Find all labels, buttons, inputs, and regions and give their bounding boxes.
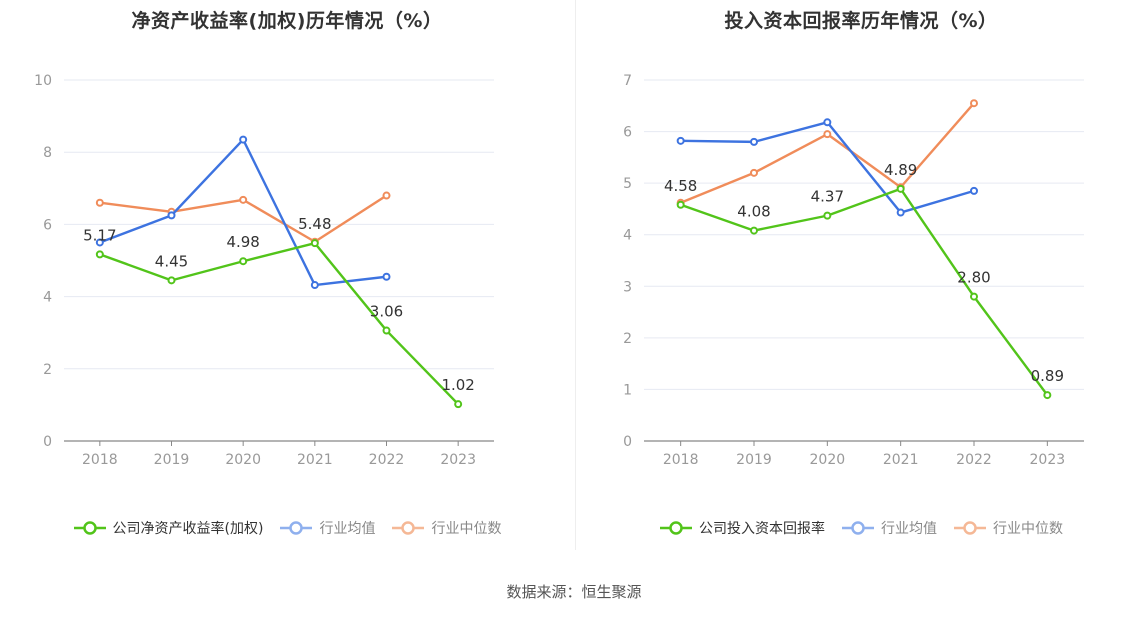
x-tick-label: 2018 <box>663 452 699 468</box>
x-tick-label: 2019 <box>154 452 190 468</box>
data-point <box>970 292 978 301</box>
data-point <box>95 238 104 247</box>
data-point <box>95 198 104 207</box>
data-label: 0.89 <box>1031 367 1064 385</box>
data-label: 4.98 <box>226 233 259 251</box>
data-point <box>750 168 758 177</box>
data-point <box>970 99 978 108</box>
data-source-label: 数据来源：恒生聚源 <box>506 583 642 601</box>
y-tick-label: 10 <box>34 73 52 89</box>
legend-marker-icon <box>660 521 692 535</box>
data-point <box>310 281 319 290</box>
data-label: 5.48 <box>298 215 331 233</box>
data-point <box>823 118 832 127</box>
y-tick-label: 2 <box>623 331 632 347</box>
data-point <box>896 208 905 217</box>
data-point <box>896 184 905 193</box>
panel-divider <box>575 0 576 550</box>
data-label: 1.02 <box>441 376 474 394</box>
legend-item-industry-mean[interactable]: 行业均值 <box>841 518 937 538</box>
x-tick-label: 2020 <box>225 452 261 468</box>
roe-chart-panel: 净资产收益率(加权)历年情况（%） 0 2 4 6 8 10 2018 2019 2020 202… <box>0 0 574 560</box>
legend-marker-icon <box>280 521 313 535</box>
roic-chart-plot: 0 1 2 3 4 5 6 7 2018 2019 2020 2021 2022 2023 4.58 4.08… <box>623 73 1084 468</box>
x-tick-label: 2020 <box>810 452 846 468</box>
roe-chart-plot: 0 2 4 6 8 10 2018 2019 2020 2021 2022 2023 5.17 4.45 4… <box>34 73 494 468</box>
x-tick-label: 2019 <box>736 452 772 468</box>
legend-item-industry-mean[interactable]: 行业均值 <box>279 518 375 538</box>
data-point <box>823 130 832 139</box>
data-point <box>1043 391 1052 400</box>
legend-item-company-roe[interactable]: 公司净资产收益率(加权) <box>73 518 264 538</box>
y-tick-label: 0 <box>623 434 632 450</box>
data-point <box>750 137 758 146</box>
roic-chart-panel: 投入资本回报率历年情况（%） 0 1 2 3 4 5 6 7 2018 2019 2020 2021 2… <box>574 0 1148 560</box>
data-point <box>454 400 463 409</box>
data-point <box>382 272 391 281</box>
legend-item-company-roic[interactable]: 公司投入资本回报率 <box>659 518 825 538</box>
x-tick-label: 2021 <box>297 452 333 468</box>
data-point <box>239 257 248 266</box>
legend-marker-icon <box>954 521 986 535</box>
y-tick-label: 5 <box>623 176 632 192</box>
y-tick-label: 7 <box>623 73 632 89</box>
x-tick-label: 2022 <box>956 452 992 468</box>
data-point <box>676 200 685 209</box>
data-label: 4.89 <box>884 161 917 179</box>
y-tick-label: 6 <box>43 217 52 233</box>
data-point <box>95 250 104 259</box>
data-label: 4.37 <box>811 188 844 206</box>
data-point <box>750 226 758 235</box>
y-tick-label: 4 <box>43 290 52 306</box>
data-label: 4.08 <box>737 203 770 221</box>
data-point <box>239 195 248 204</box>
data-point <box>167 211 176 220</box>
x-tick-label: 2021 <box>883 452 919 468</box>
data-point <box>310 239 319 248</box>
data-point <box>970 186 978 195</box>
y-tick-label: 6 <box>623 125 632 141</box>
roe-chart-title: 净资产收益率(加权)历年情况（%） <box>131 10 443 32</box>
y-tick-label: 0 <box>43 434 52 450</box>
data-label: 4.45 <box>155 252 188 270</box>
y-tick-label: 8 <box>43 145 52 161</box>
data-label: 3.06 <box>370 303 403 321</box>
legend-marker-icon <box>842 521 874 535</box>
data-label: 2.80 <box>957 269 990 287</box>
legend-item-industry-median[interactable]: 行业中位数 <box>391 518 501 538</box>
legend-label: 行业中位数 <box>431 521 502 537</box>
x-tick-label: 2023 <box>1030 452 1066 468</box>
y-tick-label: 4 <box>623 228 632 244</box>
legend-label: 公司净资产收益率(加权) <box>112 521 264 537</box>
data-point <box>823 211 832 220</box>
legend-marker-icon <box>73 521 106 535</box>
x-tick-label: 2018 <box>82 452 118 468</box>
roic-chart-legend: 公司投入资本回报率 行业均值 行业中位数 <box>574 518 1148 538</box>
legend-label: 行业均值 <box>319 521 376 537</box>
legend-item-industry-median[interactable]: 行业中位数 <box>953 518 1063 538</box>
data-point <box>382 326 391 335</box>
data-label: 4.58 <box>664 177 697 195</box>
data-point <box>382 191 391 200</box>
series-line <box>99 241 460 406</box>
y-tick-label: 3 <box>623 279 632 295</box>
data-point <box>676 136 685 145</box>
y-tick-label: 1 <box>623 382 632 398</box>
roe-chart-legend: 公司净资产收益率(加权) 行业均值 行业中位数 <box>0 518 574 538</box>
x-tick-label: 2022 <box>369 452 405 468</box>
roic-chart-title: 投入资本回报率历年情况（%） <box>724 10 998 32</box>
data-point <box>167 276 176 285</box>
y-tick-label: 2 <box>43 362 52 378</box>
legend-label: 行业中位数 <box>993 521 1063 537</box>
x-tick-label: 2023 <box>440 452 476 468</box>
data-point <box>239 135 248 144</box>
legend-label: 行业均值 <box>881 521 937 537</box>
legend-label: 公司投入资本回报率 <box>699 521 825 537</box>
legend-marker-icon <box>392 521 425 535</box>
data-label: 5.17 <box>83 226 116 244</box>
series-line <box>680 187 1049 396</box>
